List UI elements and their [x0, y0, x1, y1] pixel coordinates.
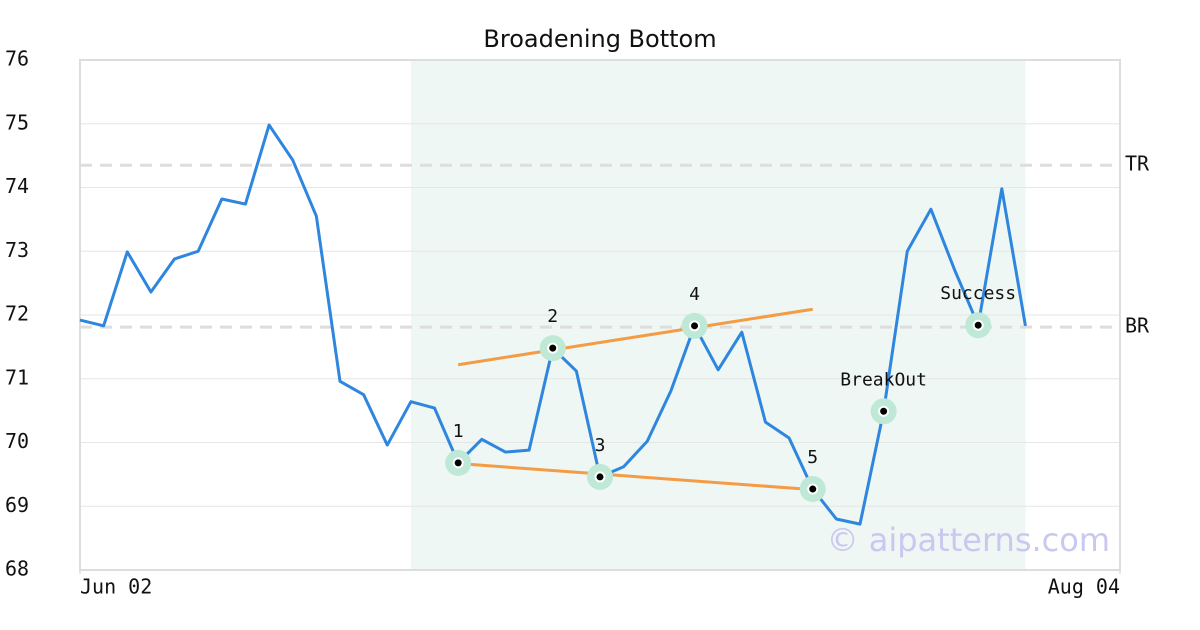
- trendline: [457, 307, 813, 367]
- y-tick-label: 68: [5, 557, 29, 581]
- marker-label: 4: [689, 284, 700, 305]
- y-tick-label: 69: [5, 493, 29, 517]
- x-tick-label: Aug 04: [1048, 575, 1120, 599]
- trendline: [458, 462, 813, 492]
- y-tick-label: 71: [5, 365, 29, 389]
- marker-dot: [689, 320, 701, 332]
- marker-label: 5: [807, 447, 818, 468]
- y-tick-label: 74: [5, 174, 29, 198]
- plot-frame: [79, 59, 1121, 571]
- y-tick-label: 70: [5, 429, 29, 453]
- marker-label: 1: [453, 421, 464, 442]
- marker-dot: [594, 471, 606, 483]
- marker-label: BreakOut: [840, 369, 927, 390]
- y-tick-label: 72: [5, 302, 29, 326]
- level-label: BR: [1125, 314, 1150, 338]
- marker-dot: [807, 483, 819, 495]
- marker-label: Success: [940, 283, 1016, 304]
- chart-title: Broadening Bottom: [483, 25, 716, 53]
- marker-dot: [878, 405, 890, 417]
- marker-dot: [452, 457, 464, 469]
- y-tick-label: 73: [5, 238, 29, 262]
- watermark: © aipatterns.com: [827, 521, 1110, 559]
- marker-dot: [972, 319, 984, 331]
- marker-label: 3: [595, 435, 606, 456]
- x-tick-label: Jun 02: [80, 575, 152, 599]
- y-tick-label: 76: [5, 47, 29, 71]
- marker-label: 2: [547, 306, 558, 327]
- marker-dot: [547, 342, 559, 354]
- level-label: TR: [1125, 152, 1150, 176]
- y-tick-label: 75: [5, 110, 29, 134]
